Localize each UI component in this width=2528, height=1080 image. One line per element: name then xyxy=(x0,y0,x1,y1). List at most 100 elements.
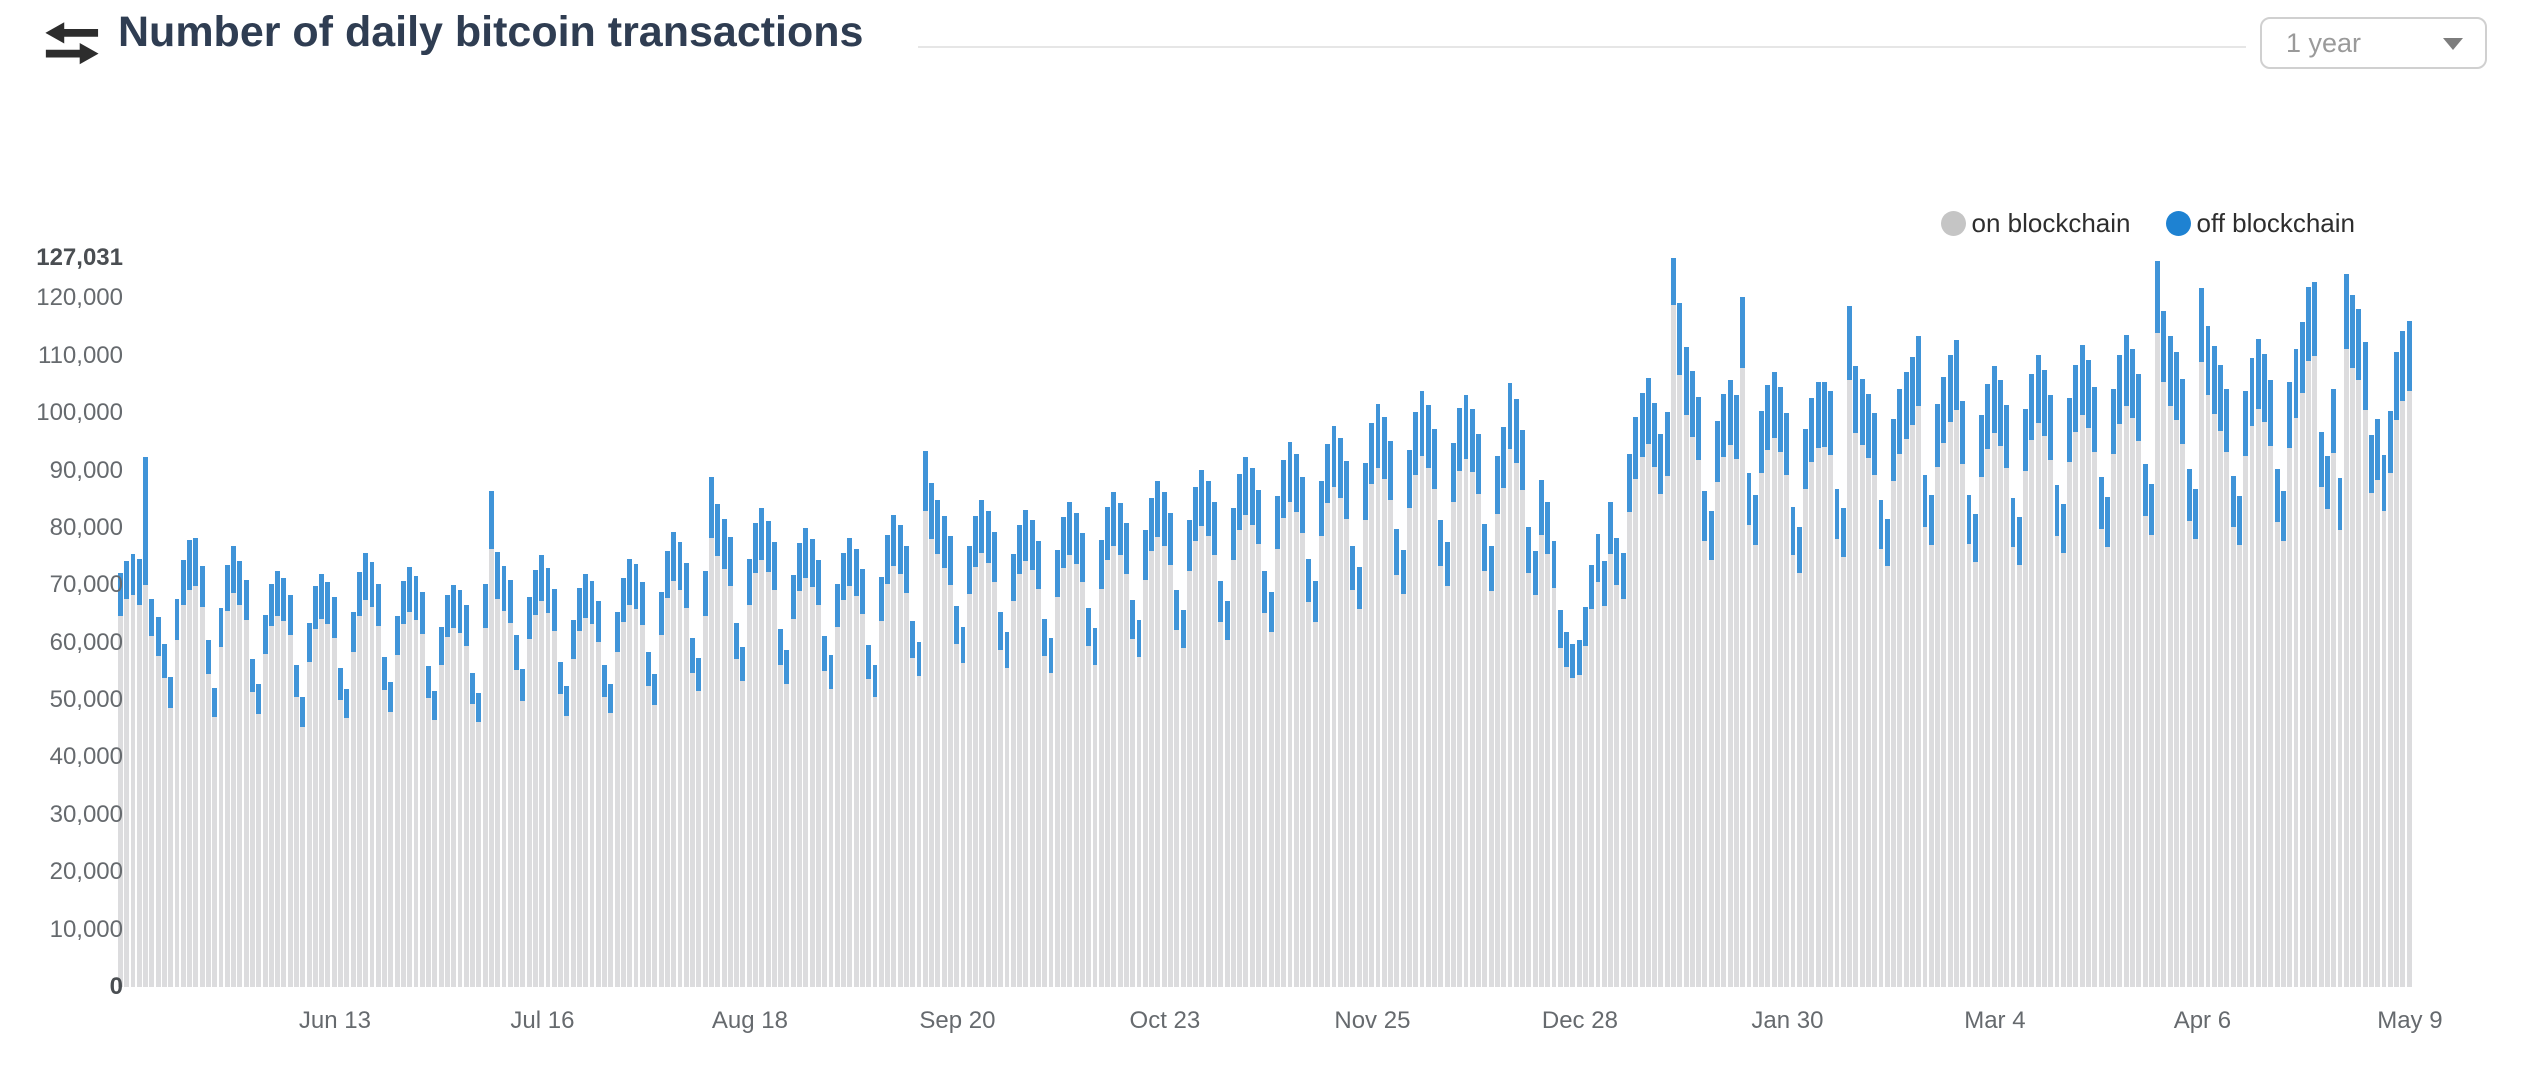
bar[interactable] xyxy=(514,258,519,987)
bar[interactable] xyxy=(1809,258,1815,987)
bar[interactable] xyxy=(400,258,406,987)
bar[interactable] xyxy=(910,258,916,987)
bar[interactable] xyxy=(1639,258,1645,987)
bar[interactable] xyxy=(564,258,570,987)
bar[interactable] xyxy=(1570,258,1576,987)
bar[interactable] xyxy=(1482,258,1488,987)
bar[interactable] xyxy=(1124,258,1129,987)
bar[interactable] xyxy=(1230,258,1236,987)
bar[interactable] xyxy=(438,258,444,987)
bar[interactable] xyxy=(1564,258,1570,987)
bar[interactable] xyxy=(2073,258,2079,987)
bar[interactable] xyxy=(1702,258,1708,987)
bar[interactable] xyxy=(859,258,865,987)
bar[interactable] xyxy=(746,258,752,987)
bar[interactable] xyxy=(451,258,457,987)
bar[interactable] xyxy=(1476,258,1482,987)
bar[interactable] xyxy=(1369,258,1375,987)
bar[interactable] xyxy=(1105,258,1111,987)
bar[interactable] xyxy=(1627,258,1632,987)
bar[interactable] xyxy=(1262,258,1268,987)
bar[interactable] xyxy=(1633,258,1639,987)
bar[interactable] xyxy=(2048,258,2054,987)
bar[interactable] xyxy=(482,258,488,987)
bar[interactable] xyxy=(790,258,796,987)
bar[interactable] xyxy=(614,258,620,987)
bar[interactable] xyxy=(1765,258,1771,987)
bar[interactable] xyxy=(1400,258,1406,987)
bar[interactable] xyxy=(1256,258,1261,987)
bar[interactable] xyxy=(488,258,494,987)
bar[interactable] xyxy=(1601,258,1607,987)
bar[interactable] xyxy=(671,258,677,987)
bar[interactable] xyxy=(558,258,564,987)
bar[interactable] xyxy=(1268,258,1274,987)
bar[interactable] xyxy=(1199,258,1205,987)
bar[interactable] xyxy=(1205,258,1211,987)
bar[interactable] xyxy=(740,258,746,987)
bar[interactable] xyxy=(797,258,802,987)
bar[interactable] xyxy=(319,258,325,987)
bar[interactable] xyxy=(658,258,664,987)
bar[interactable] xyxy=(1249,258,1255,987)
bar[interactable] xyxy=(1966,258,1972,987)
bar[interactable] xyxy=(1130,258,1136,987)
bar[interactable] xyxy=(2337,258,2343,987)
bar[interactable] xyxy=(375,258,381,987)
bar[interactable] xyxy=(388,258,394,987)
bar[interactable] xyxy=(1777,258,1783,987)
bar[interactable] xyxy=(470,258,475,987)
bar[interactable] xyxy=(753,258,758,987)
bar[interactable] xyxy=(2312,258,2318,987)
bar[interactable] xyxy=(199,258,205,987)
bar[interactable] xyxy=(1545,258,1551,987)
bar[interactable] xyxy=(2394,258,2400,987)
bar[interactable] xyxy=(1136,258,1142,987)
bar[interactable] xyxy=(350,258,356,987)
bar[interactable] xyxy=(2293,258,2299,987)
bar[interactable] xyxy=(979,258,985,987)
bar[interactable] xyxy=(1853,258,1859,987)
bar[interactable] xyxy=(394,258,400,987)
bar[interactable] xyxy=(2042,258,2047,987)
bar[interactable] xyxy=(2092,258,2098,987)
bar[interactable] xyxy=(344,258,350,987)
bar[interactable] xyxy=(1438,258,1444,987)
bar[interactable] xyxy=(2023,258,2029,987)
time-range-dropdown[interactable]: 1 year xyxy=(2260,17,2487,69)
bar[interactable] xyxy=(1658,258,1664,987)
bar[interactable] xyxy=(294,258,299,987)
bar[interactable] xyxy=(1356,258,1362,987)
bar[interactable] xyxy=(1174,258,1180,987)
bar[interactable] xyxy=(2010,258,2016,987)
bar[interactable] xyxy=(149,258,155,987)
bar[interactable] xyxy=(2174,258,2179,987)
bar[interactable] xyxy=(1539,258,1544,987)
bar[interactable] xyxy=(2243,258,2249,987)
bar[interactable] xyxy=(985,258,991,987)
bar[interactable] xyxy=(363,258,369,987)
bar[interactable] xyxy=(1237,258,1243,987)
bar[interactable] xyxy=(973,258,978,987)
bar[interactable] xyxy=(2155,258,2161,987)
bar[interactable] xyxy=(1595,258,1601,987)
bar[interactable] xyxy=(1865,258,1871,987)
bar[interactable] xyxy=(841,258,846,987)
bar[interactable] xyxy=(2368,258,2374,987)
bar[interactable] xyxy=(677,258,683,987)
bar[interactable] xyxy=(891,258,897,987)
bar[interactable] xyxy=(1897,258,1903,987)
bar[interactable] xyxy=(1928,258,1934,987)
bar[interactable] xyxy=(2035,258,2041,987)
bar[interactable] xyxy=(193,258,199,987)
bar[interactable] xyxy=(262,258,268,987)
bar[interactable] xyxy=(224,258,230,987)
bar[interactable] xyxy=(897,258,903,987)
bar[interactable] xyxy=(325,258,331,987)
bar[interactable] xyxy=(916,258,922,987)
bar[interactable] xyxy=(1746,258,1752,987)
bar[interactable] xyxy=(539,258,545,987)
bar[interactable] xyxy=(2268,258,2274,987)
bar[interactable] xyxy=(2180,258,2186,987)
bar[interactable] xyxy=(784,258,790,987)
